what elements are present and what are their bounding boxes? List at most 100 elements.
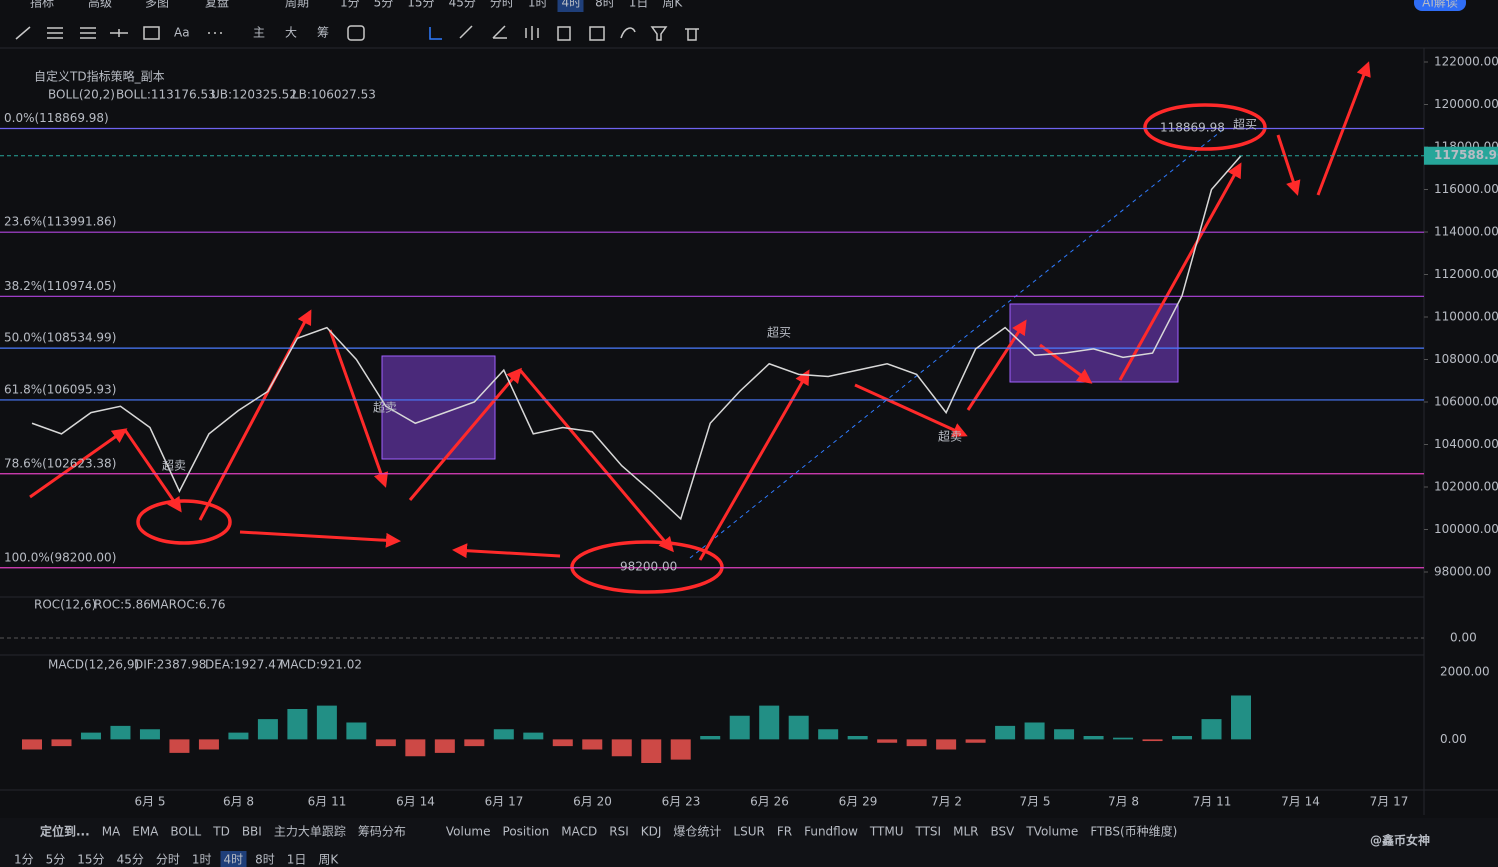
indicator-tab[interactable]: LSUR	[733, 825, 764, 839]
x-tick-label: 6月 11	[308, 795, 347, 809]
period-tab[interactable]: 45分	[117, 853, 144, 867]
top-menu: 多图	[145, 0, 169, 10]
indicator-tab[interactable]: Position	[503, 825, 550, 839]
ai-button-label: AI解读	[1422, 0, 1458, 10]
fib-label: 38.2%(110974.05)	[4, 279, 116, 293]
macd-bar	[552, 739, 573, 747]
y-tick-label: 122000.00	[1434, 55, 1498, 69]
boll-legend: UB:120325.52	[211, 88, 297, 102]
low-label: 98200.00	[620, 560, 677, 574]
fib-label: 23.6%(113991.86)	[4, 215, 116, 229]
macd-tick: 0.00	[1440, 732, 1467, 746]
indicator-tab[interactable]: BOLL	[170, 825, 201, 839]
indicator-tab[interactable]: BSV	[990, 825, 1015, 839]
macd-bar	[346, 722, 367, 740]
period-tab: 1分	[340, 0, 360, 10]
period-tab[interactable]: 分时	[156, 853, 180, 867]
peak-label: 118869.98	[1160, 121, 1225, 135]
fib-label: 50.0%(108534.99)	[4, 331, 116, 345]
period-tab: 8时	[595, 0, 615, 10]
x-tick-label: 6月 23	[662, 795, 701, 809]
macd-bar	[877, 739, 898, 743]
indicator-tab[interactable]: 爆仓统计	[673, 825, 721, 839]
indicator-tab[interactable]: Volume	[446, 825, 491, 839]
x-tick-label: 6月 20	[573, 795, 612, 809]
indicator-tab[interactable]: FR	[777, 825, 792, 839]
y-tick-label: 106000.00	[1434, 395, 1498, 409]
indicator-title: 自定义TD指标策略_副本	[34, 69, 165, 84]
indicator-tab[interactable]: MA	[102, 825, 121, 839]
period-tab[interactable]: 8时	[255, 853, 275, 867]
indicator-tab[interactable]: KDJ	[641, 825, 662, 839]
macd-bar	[80, 732, 101, 740]
consolidation-box	[381, 355, 496, 460]
boll-legend: LB:106027.53	[292, 88, 376, 102]
indicator-tab[interactable]: 筹码分布	[358, 825, 406, 839]
period-tab[interactable]: 1时	[192, 853, 212, 867]
indicator-tab[interactable]: 定位到...	[40, 824, 90, 839]
macd-bar	[51, 739, 72, 747]
macd-bar	[228, 732, 249, 740]
period-tab[interactable]: 1分	[14, 853, 34, 867]
x-tick-label: 6月 26	[750, 795, 789, 809]
indicator-tab[interactable]: EMA	[132, 825, 159, 839]
indicator-tab[interactable]: TD	[212, 825, 230, 839]
period-tab[interactable]: 周K	[318, 853, 339, 867]
toolbar-font: Aa	[174, 26, 190, 40]
y-tick-label: 100000.00	[1434, 522, 1498, 536]
macd-bar	[405, 739, 426, 757]
top-menu: 周期	[285, 0, 309, 10]
indicator-tab[interactable]: RSI	[609, 825, 629, 839]
macd-bar	[1024, 722, 1045, 740]
y-tick-label: 112000.00	[1434, 267, 1498, 281]
indicator-tab[interactable]: 主力大单跟踪	[274, 825, 346, 839]
toolbar-icons	[15, 25, 699, 41]
x-tick-label: 7月 2	[931, 795, 962, 809]
x-tick-label: 7月 5	[1019, 795, 1050, 809]
indicator-tab[interactable]: TTSI	[914, 825, 941, 839]
period-tab: 15分	[407, 0, 434, 10]
macd-bar	[257, 719, 278, 740]
macd-bar	[700, 736, 721, 740]
macd-bar	[729, 715, 750, 740]
macd-tick: 2000.00	[1440, 664, 1490, 678]
period-tab: 周K	[662, 0, 683, 10]
y-tick-label: 116000.00	[1434, 182, 1498, 196]
y-tick-label: 120000.00	[1434, 97, 1498, 111]
period-tab[interactable]: 5分	[46, 853, 66, 867]
period-tab[interactable]: 4时	[224, 853, 244, 867]
macd-bar	[788, 715, 809, 740]
indicator-tab[interactable]: BBI	[242, 825, 262, 839]
macd-bar	[906, 739, 927, 747]
y-tick-label: 98000.00	[1434, 565, 1491, 579]
toolbar-button: 筹	[317, 26, 329, 40]
consolidation-box	[1009, 303, 1179, 383]
bottom-bar	[0, 818, 1498, 867]
macd-bar	[523, 732, 544, 740]
macd-bar	[818, 729, 839, 740]
period-tab: 1时	[528, 0, 548, 10]
indicator-tab[interactable]: Fundflow	[804, 825, 858, 839]
macd-bar	[611, 739, 632, 757]
period-tab: 4时	[562, 0, 582, 10]
macd-bar	[1142, 739, 1163, 742]
boll-legend: BOLL(20,2)	[48, 88, 115, 102]
indicator-tab[interactable]: TTMU	[869, 825, 904, 839]
roc-tick: 0.00	[1450, 631, 1477, 645]
x-tick-label: 7月 11	[1193, 795, 1232, 809]
period-tab: 45分	[449, 0, 476, 10]
period-tab[interactable]: 1日	[287, 853, 307, 867]
annotations	[136, 103, 1267, 594]
y-tick-label: 102000.00	[1434, 480, 1498, 494]
indicator-tab[interactable]: TVolume	[1025, 825, 1078, 839]
toolbar-button: 主	[253, 26, 265, 40]
macd-bar	[995, 725, 1016, 740]
indicator-tab[interactable]: MLR	[953, 825, 978, 839]
indicator-tab[interactable]: MACD	[561, 825, 597, 839]
period-tab[interactable]: 15分	[77, 853, 104, 867]
fib-label: 78.6%(102623.38)	[4, 456, 116, 470]
roc-legend: ROC:5.86	[94, 598, 151, 612]
overbought: 超买	[767, 325, 791, 340]
indicator-tab[interactable]: FTBS(币种维度)	[1090, 824, 1177, 839]
